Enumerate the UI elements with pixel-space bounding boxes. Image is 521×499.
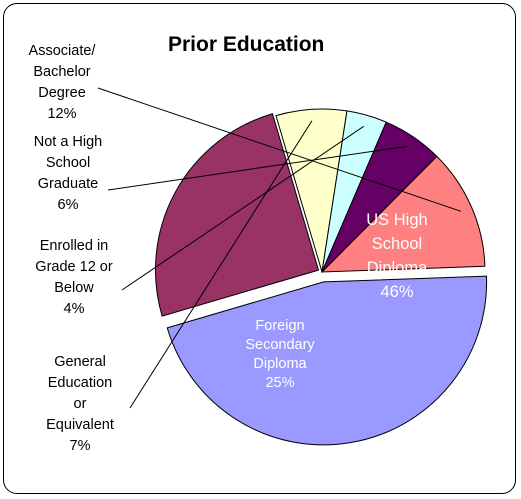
slice-label-line: Graduate: [38, 176, 98, 192]
slice-label-line: or: [74, 396, 87, 412]
slice-label-line: 7%: [70, 438, 91, 454]
slice-label-line: Education: [48, 375, 113, 391]
slice-label-line: Bachelor: [33, 64, 90, 80]
slice-label-line: Diploma: [367, 259, 428, 277]
leader-line: [121, 125, 365, 291]
slice-label: Not a High School Graduate 6%: [34, 134, 103, 213]
slice-label: Enrolled in Grade 12 or Below 4%: [35, 238, 113, 317]
slice-label-line: 6%: [58, 197, 79, 213]
leader-line: [97, 87, 462, 212]
slice-label-line: Degree: [38, 85, 86, 101]
slice-label-line: School: [46, 155, 90, 171]
pie-slice-us-high-school-diploma: [166, 275, 488, 446]
chart-title: Prior Education: [168, 33, 325, 56]
slice-label-line: Associate/: [29, 43, 97, 59]
slice-label-line: Not a High: [34, 134, 103, 150]
slice-label-line: 12%: [47, 106, 76, 122]
slice-label-line: Below: [54, 280, 94, 296]
leader-line: [107, 145, 407, 191]
slice-label-line: Diploma: [253, 356, 307, 372]
slice-label-line: 25%: [265, 375, 294, 391]
slice-label-line: Enrolled in: [40, 238, 109, 254]
slice-label-line: General: [54, 354, 106, 370]
slice-label: General Education or Equivalent 7%: [46, 354, 114, 454]
slice-label: US High School Diploma 46%: [366, 211, 428, 301]
slice-label-line: Secondary: [245, 337, 315, 353]
slice-label-line: US High: [366, 211, 427, 229]
slice-label-line: Foreign: [255, 318, 304, 334]
slice-label: Associate/Bachelor Degree 12%: [29, 43, 97, 122]
pie-slice-associate-bachelor-degree: [320, 155, 486, 273]
leader-line: [129, 120, 313, 409]
slice-label-line: 4%: [64, 301, 85, 317]
slice-label-line: Equivalent: [46, 417, 114, 433]
slice-label: Foreign Secondary Diploma 25%: [245, 318, 315, 391]
slice-label-line: School: [372, 235, 422, 253]
pie-slice-foreign-secondary-diploma: [155, 113, 320, 317]
slice-label-line: Grade 12 or: [35, 259, 113, 275]
slice-label-line: 46%: [380, 283, 413, 301]
